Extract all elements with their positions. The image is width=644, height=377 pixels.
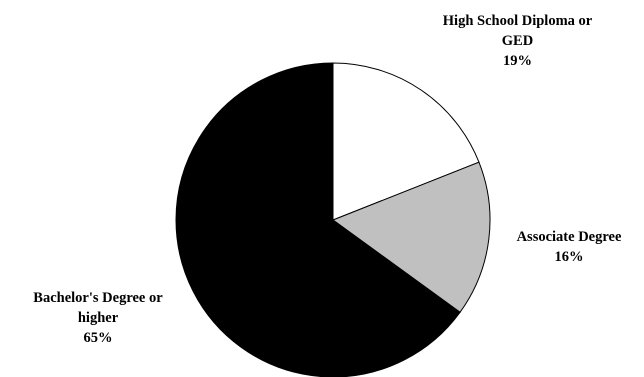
pie-slice-high-school [332, 62, 480, 221]
slice-label-line: High School Diploma or [442, 13, 593, 29]
slice-percent: 65% [83, 330, 113, 346]
slice-percent: 16% [554, 249, 584, 265]
pie-slice-bachelors [175, 62, 461, 377]
slice-label-line: higher [77, 310, 119, 326]
slice-percent: 19% [503, 53, 532, 69]
slice-label-high-school: High School Diploma or GED 19% [395, 11, 640, 71]
slice-label-bachelors: Bachelor's Degree or higher 65% [2, 288, 194, 348]
pie-slice-associate [331, 161, 491, 313]
slice-label-line: GED [501, 33, 534, 49]
slice-label-line: Bachelor's Degree or [33, 290, 163, 306]
slice-label-associate: Associate Degree 16% [496, 227, 642, 267]
slice-label-line: Associate Degree [516, 229, 622, 245]
